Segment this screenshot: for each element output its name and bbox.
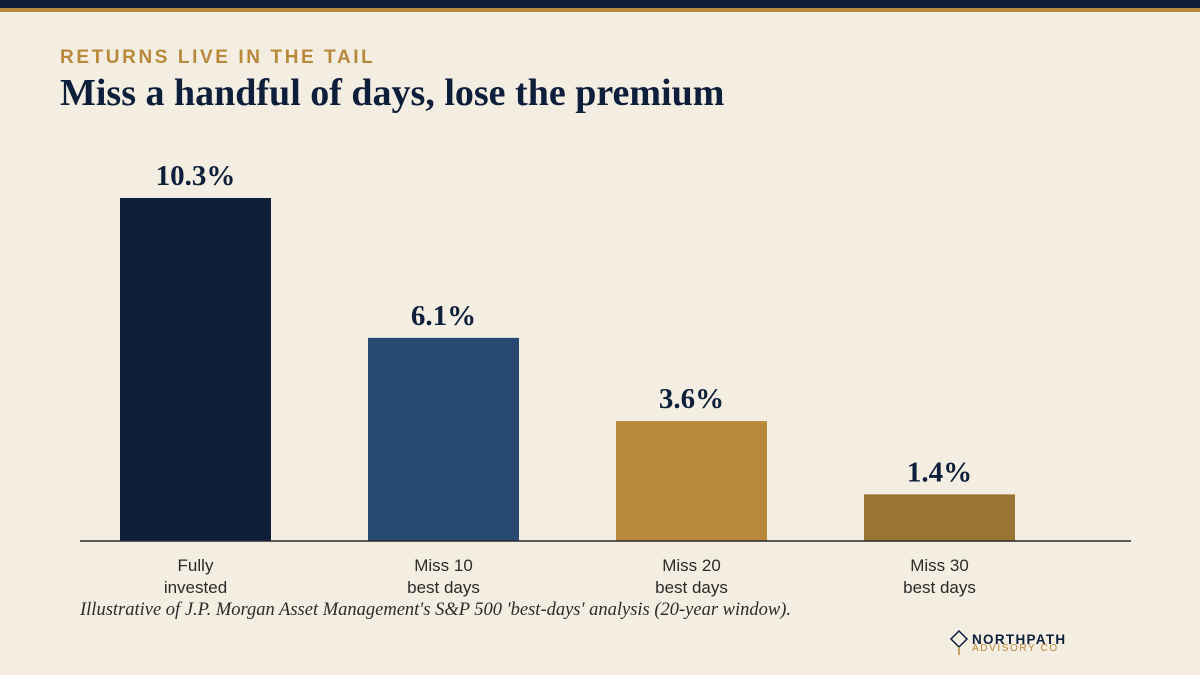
category-label-1: Fully invested xyxy=(164,556,227,597)
brand-name: NORTHPATH xyxy=(972,632,1067,647)
category-label-line: Miss 30 xyxy=(910,556,969,575)
bar-value-label-1: 10.3% xyxy=(156,160,236,192)
section-kicker: RETURNS LIVE IN THE TAIL xyxy=(60,47,376,68)
category-label-line: Miss 20 xyxy=(662,556,721,575)
bar-value-label-4: 1.4% xyxy=(907,456,972,488)
page-title: Miss a handful of days, lose the premium xyxy=(60,72,725,114)
brand-subtitle: ADVISORY CO xyxy=(972,643,1059,654)
bar-1 xyxy=(120,198,271,541)
category-label-line: Fully xyxy=(178,556,214,575)
category-label-3: Miss 20 best days xyxy=(655,556,728,597)
bar-value-label-2: 6.1% xyxy=(411,300,476,332)
footnote: Illustrative of J.P. Morgan Asset Manage… xyxy=(80,600,792,620)
category-label-line: best days xyxy=(407,578,480,597)
category-label-line: invested xyxy=(164,578,227,597)
category-label-line: Miss 10 xyxy=(414,556,473,575)
bar-2 xyxy=(368,337,519,541)
bar-3 xyxy=(616,421,767,541)
bars-group xyxy=(120,198,1015,541)
labels-group: 10.3% Fully invested 6.1% Miss 10 best days 3.… xyxy=(156,160,976,597)
category-label-4: Miss 30 best days xyxy=(903,556,976,597)
top-accent-stripe xyxy=(0,8,1200,12)
bar-4 xyxy=(864,494,1015,541)
top-accent-bar xyxy=(0,0,1200,8)
bar-value-label-3: 3.6% xyxy=(659,383,724,415)
category-label-line: best days xyxy=(655,578,728,597)
brand-logo: NORTHPATH ADVISORY CO xyxy=(948,630,1088,660)
category-label-line: best days xyxy=(903,578,976,597)
compass-icon xyxy=(949,630,969,655)
category-label-2: Miss 10 best days xyxy=(407,556,480,597)
